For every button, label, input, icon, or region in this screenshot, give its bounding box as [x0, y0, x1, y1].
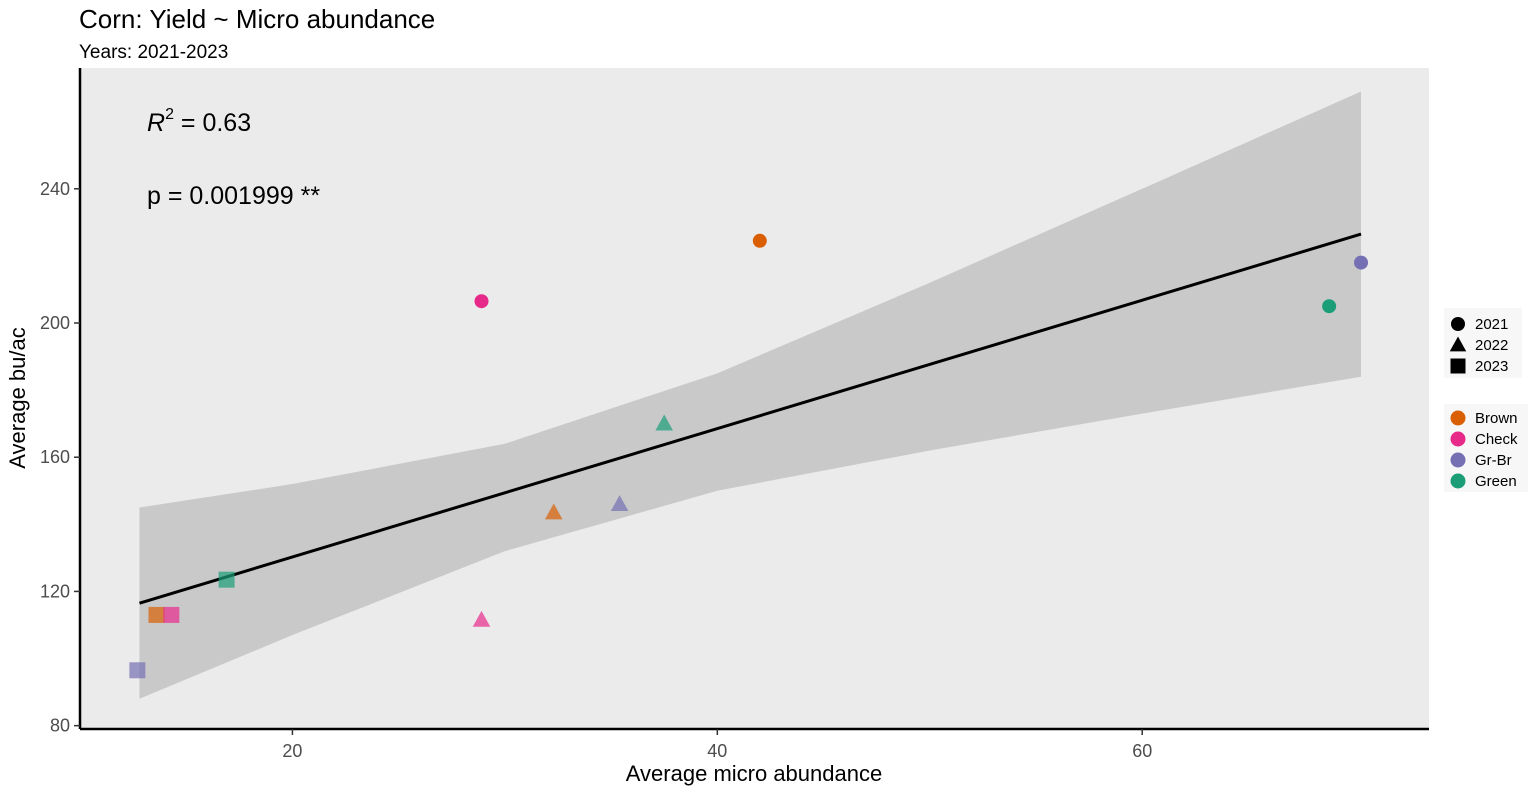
legend-square-icon	[1450, 358, 1466, 374]
data-point-gr-br-2023	[129, 662, 146, 679]
legend-color-swatch-icon	[1450, 431, 1466, 447]
data-point-green-2021	[1322, 299, 1337, 314]
data-point-gr-br-2021	[1354, 255, 1369, 270]
x-tick-label: 40	[707, 741, 727, 761]
data-point-check-2022	[472, 610, 491, 627]
regression-line-layer	[139, 232, 1362, 605]
legend-triangle-icon	[1449, 336, 1467, 352]
y-tick-label: 200	[40, 313, 70, 333]
y-axis-label: Average bu/ac	[5, 327, 30, 468]
data-point-check-2021	[474, 294, 489, 309]
r-squared-value: = 0.63	[174, 109, 251, 137]
legend-shape-label: 2023	[1475, 358, 1508, 375]
r-squared-superscript: 2	[165, 106, 174, 123]
legend-color-label: Gr-Br	[1475, 452, 1512, 469]
legend-color-label: Check	[1475, 431, 1518, 448]
confidence-band	[139, 91, 1362, 699]
legend-color-swatch-icon	[1450, 473, 1466, 489]
r-squared-annotation: R2 = 0.63	[147, 106, 251, 137]
data-points-layer	[129, 233, 1369, 679]
x-axis-ticks: 20 40 60	[282, 729, 1152, 761]
data-point-gr-br-2022	[610, 495, 629, 512]
x-tick-label: 60	[1132, 741, 1152, 761]
legend-color-label: Brown	[1475, 410, 1518, 427]
p-value-annotation: p = 0.001999 **	[147, 182, 320, 210]
regression-line	[139, 232, 1362, 605]
x-axis-label: Average micro abundance	[626, 761, 882, 786]
legend-shape-label: 2021	[1475, 316, 1508, 333]
legend-color-label: Green	[1475, 473, 1517, 490]
chart-subtitle: Years: 2021-2023	[79, 42, 228, 63]
data-point-green-2023	[218, 571, 235, 588]
data-point-brown-2021	[752, 233, 767, 248]
legend-color-swatch-icon	[1450, 410, 1466, 426]
y-tick-label: 80	[50, 716, 70, 736]
y-tick-label: 240	[40, 179, 70, 199]
r-squared-symbol: R	[147, 109, 165, 137]
data-point-brown-2023	[148, 606, 165, 623]
y-tick-label: 120	[40, 581, 70, 601]
shape-legend: 2021 2022 2023	[1449, 316, 1508, 375]
y-axis-ticks: 80 120 160 200 240	[40, 179, 80, 736]
chart-title: Corn: Yield ~ Micro abundance	[79, 4, 435, 34]
confidence-band-layer	[139, 91, 1362, 699]
data-point-check-2023	[163, 606, 180, 623]
color-legend: Brown Check Gr-Br Green	[1450, 410, 1518, 490]
y-tick-label: 160	[40, 447, 70, 467]
legend-shape-label: 2022	[1475, 337, 1508, 354]
data-point-green-2022	[655, 414, 674, 431]
legend-circle-icon	[1451, 317, 1465, 331]
x-tick-label: 20	[282, 741, 302, 761]
legend-color-swatch-icon	[1450, 452, 1466, 468]
data-point-brown-2022	[544, 503, 563, 520]
